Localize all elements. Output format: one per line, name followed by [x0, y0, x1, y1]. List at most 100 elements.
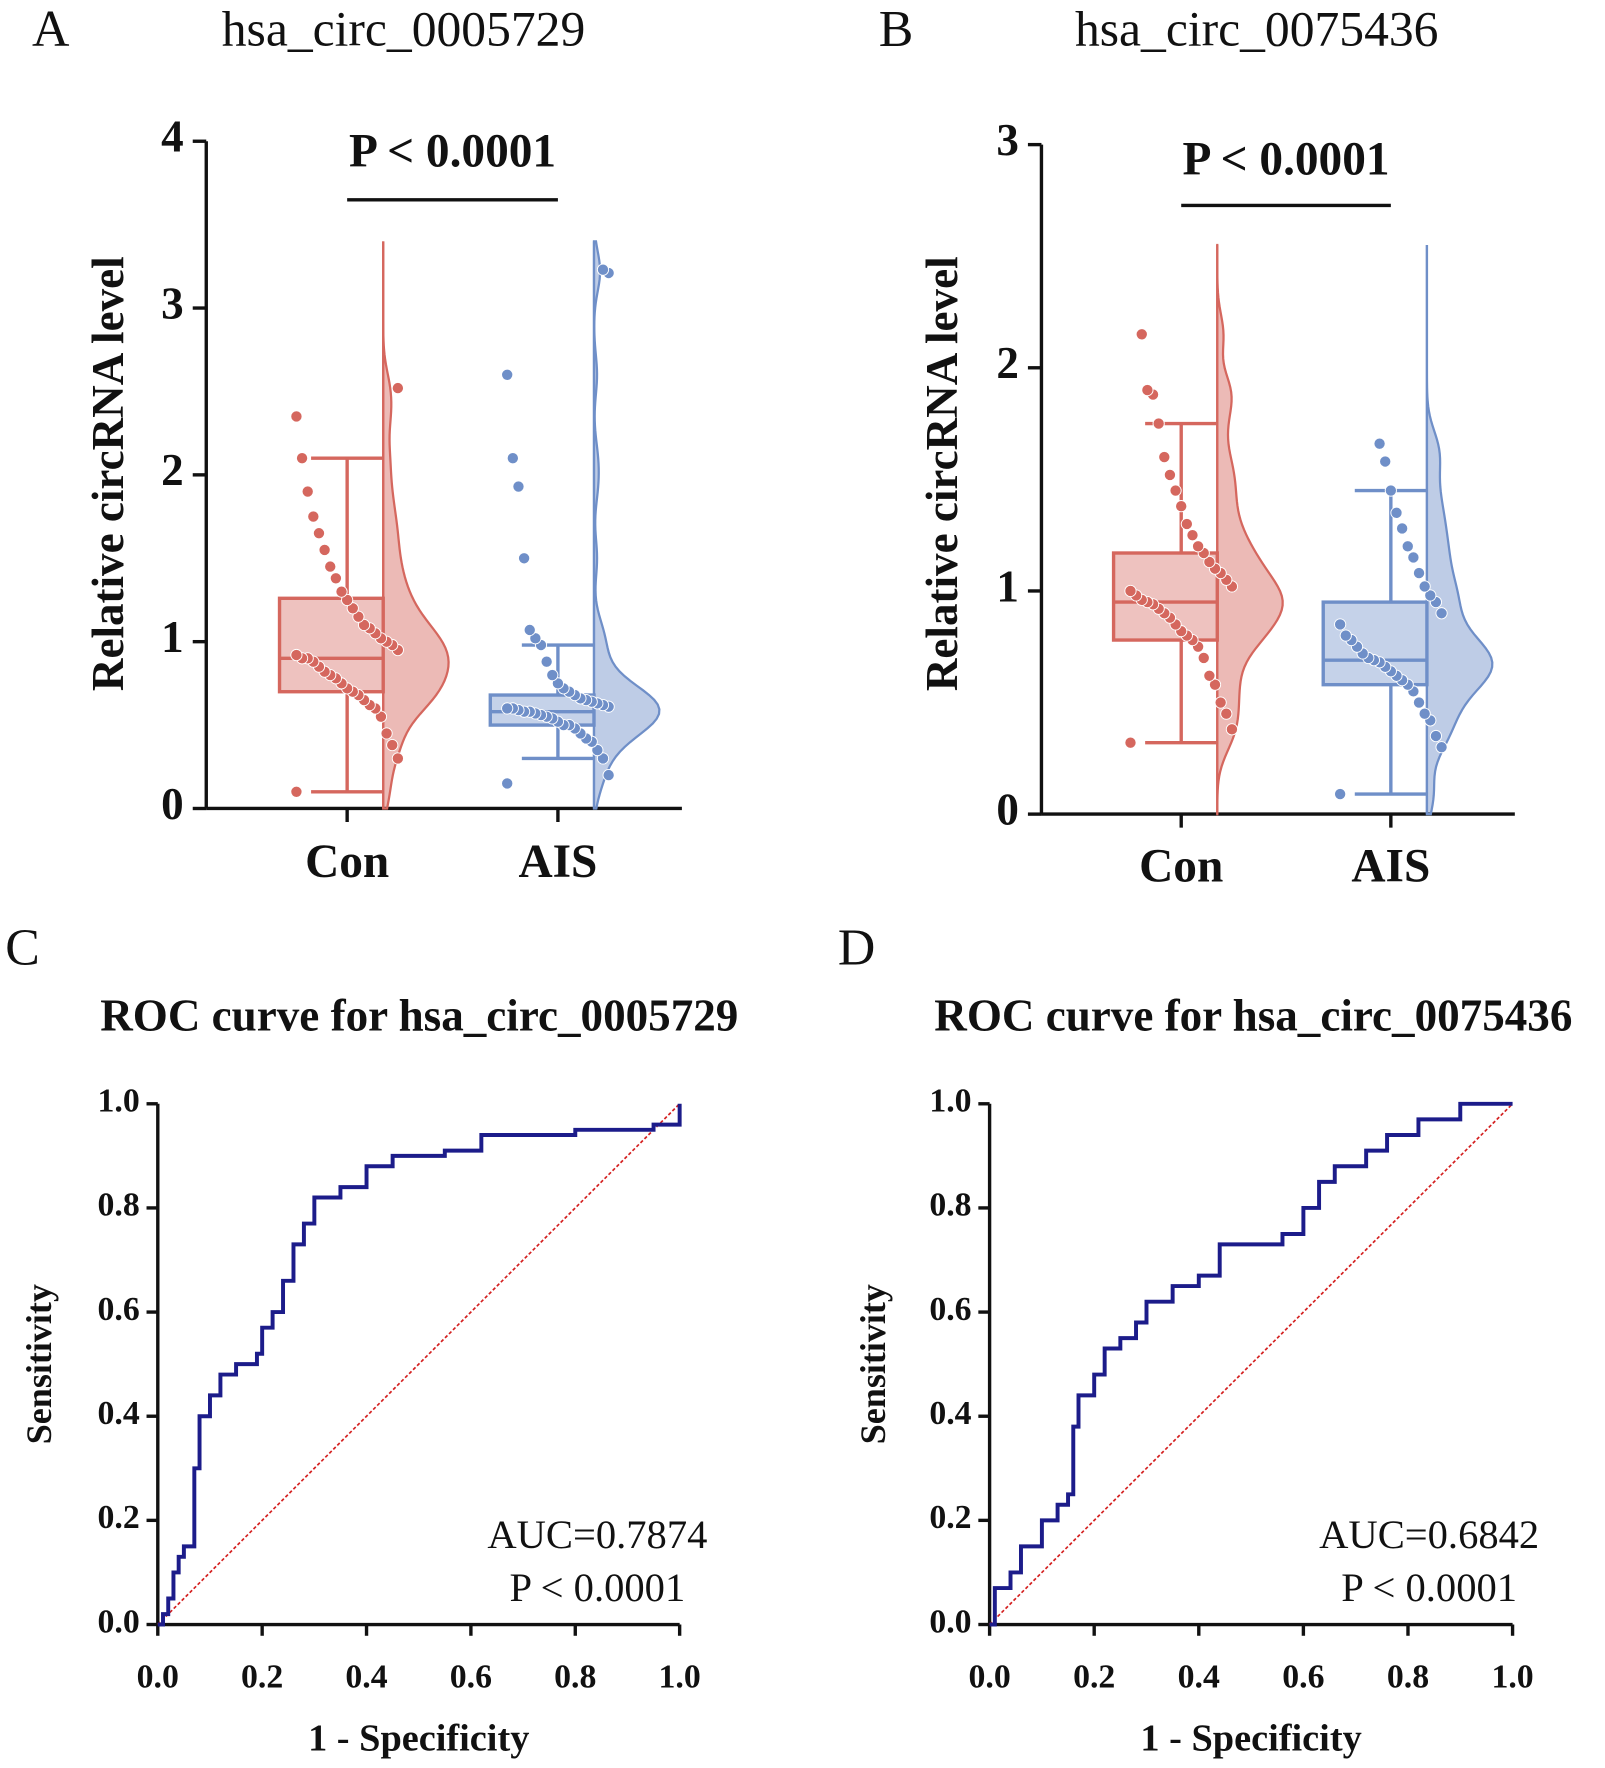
- data-point: [591, 744, 604, 757]
- data-point: [1418, 707, 1431, 720]
- data-point: [1192, 540, 1205, 553]
- violin: [382, 241, 450, 810]
- data-point: [1158, 450, 1171, 464]
- y-tick-label: 0.2: [98, 1499, 140, 1536]
- data-point: [312, 527, 326, 540]
- data-point: [1429, 729, 1443, 743]
- y-tick-label: 1: [996, 561, 1019, 611]
- data-point: [380, 727, 393, 740]
- y-axis-label: Relative circRNA level: [83, 256, 133, 691]
- panel-label: D: [838, 920, 875, 977]
- data-point: [1175, 500, 1188, 513]
- y-axis-label: Relative circRNA level: [917, 256, 967, 691]
- data-point: [1186, 529, 1199, 542]
- data-point: [290, 785, 303, 798]
- data-point: [295, 452, 309, 465]
- data-point: [301, 485, 314, 498]
- x-axis-label: 1 - Specificity: [1140, 1718, 1361, 1760]
- y-tick-label: 0.0: [98, 1603, 140, 1640]
- data-point: [307, 510, 320, 523]
- data-point: [391, 382, 404, 395]
- data-point: [1435, 741, 1448, 754]
- roc-curve: [989, 1101, 1513, 1627]
- data-point: [1418, 580, 1431, 593]
- data-point: [1124, 584, 1137, 598]
- annotation: AUC=0.7874: [487, 1512, 707, 1557]
- data-point: [1163, 468, 1177, 481]
- data-point: [357, 618, 371, 632]
- data-point: [1225, 723, 1239, 736]
- data-point: [1141, 384, 1154, 397]
- data-point: [1339, 629, 1352, 642]
- y-tick-label: 3: [996, 115, 1019, 165]
- data-point: [501, 368, 514, 381]
- violin: [1216, 245, 1284, 816]
- data-point: [341, 593, 354, 607]
- panel-label: B: [879, 1, 914, 58]
- y-tick-label: 1.0: [98, 1083, 140, 1120]
- chart-title: hsa_circ_0005729: [222, 2, 585, 57]
- data-point: [374, 710, 388, 723]
- roc-curve: [157, 1103, 682, 1627]
- data-point: [1334, 618, 1347, 631]
- panel-label: A: [32, 1, 70, 58]
- data-point: [1214, 696, 1227, 709]
- y-tick-label: 0.8: [98, 1187, 140, 1224]
- chart-title: ROC curve for hsa_circ_0075436: [934, 991, 1572, 1041]
- x-tick-label: Con: [1139, 840, 1223, 892]
- y-tick-label: 0.8: [929, 1187, 971, 1224]
- annotation: P < 0.0001: [509, 1565, 685, 1610]
- data-point: [523, 623, 536, 637]
- data-point: [1124, 736, 1137, 749]
- data-point: [352, 610, 365, 623]
- data-point: [551, 677, 565, 690]
- data-point: [602, 769, 615, 782]
- data-point: [1407, 551, 1420, 564]
- data-point: [1197, 651, 1210, 664]
- box: [1321, 600, 1429, 687]
- chart-title: hsa_circ_0075436: [1075, 2, 1438, 57]
- data-point: [546, 668, 559, 682]
- data-point: [290, 410, 303, 423]
- y-axis-label: Sensitivity: [853, 1284, 893, 1444]
- data-point: [1135, 328, 1148, 341]
- data-point: [386, 739, 399, 752]
- x-tick-label: 0.8: [554, 1659, 596, 1696]
- data-point: [501, 777, 514, 790]
- panel-label: C: [5, 920, 40, 977]
- x-tick-label: 1.0: [1491, 1659, 1533, 1696]
- data-point: [1435, 607, 1448, 620]
- reference-line: [157, 1103, 681, 1626]
- y-tick-label: 1: [161, 612, 184, 662]
- data-point: [1220, 707, 1233, 720]
- y-tick-label: 3: [161, 278, 184, 328]
- significance-label: P < 0.0001: [1182, 134, 1389, 186]
- y-tick-label: 2: [996, 338, 1019, 388]
- x-tick-label: 0.4: [1178, 1659, 1220, 1696]
- x-tick-label: 0.8: [1387, 1659, 1429, 1696]
- data-point: [1152, 417, 1165, 430]
- data-point: [1424, 589, 1437, 602]
- violin: [592, 240, 661, 810]
- data-point: [596, 752, 610, 765]
- data-point: [1379, 455, 1392, 468]
- data-point: [1373, 437, 1386, 450]
- y-tick-label: 2: [161, 445, 184, 495]
- x-tick-label: 0.2: [241, 1659, 283, 1696]
- x-tick-label: AIS: [518, 836, 597, 888]
- chart-title: ROC curve for hsa_circ_0005729: [100, 991, 738, 1041]
- data-point: [1334, 787, 1347, 801]
- x-tick-label: 0.4: [345, 1659, 387, 1696]
- y-tick-label: 0: [996, 784, 1019, 834]
- data-point: [346, 602, 359, 615]
- data-point: [596, 263, 610, 276]
- data-point: [1208, 678, 1222, 691]
- y-tick-label: 1.0: [929, 1083, 971, 1120]
- data-point: [540, 655, 553, 668]
- y-tick-label: 0.4: [929, 1395, 971, 1432]
- y-tick-label: 0.6: [98, 1291, 140, 1328]
- y-tick-label: 4: [161, 112, 184, 162]
- data-point: [391, 752, 404, 765]
- y-axis-label: Sensitivity: [19, 1284, 59, 1444]
